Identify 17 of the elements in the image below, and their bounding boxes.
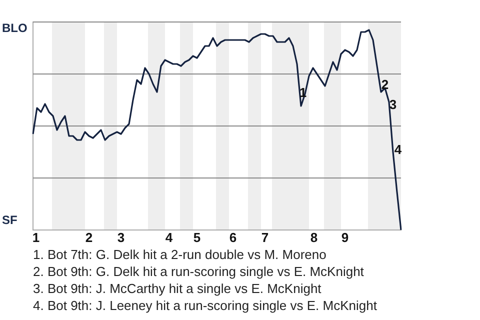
annotation: 3 [117,230,125,245]
annotation: 6 [229,230,237,245]
text: BLO [2,21,28,35]
annotation: 9 [341,230,349,245]
text: 3. Bot 9th: J. McCarthy hit a single vs E. McKnight [33,280,322,297]
annotation: 1 [32,230,40,245]
annotation: 5 [193,230,201,245]
text: 4. Bot 9th: J. Leeney hit a run-scoring single vs E. McKnight [33,297,377,314]
annotation: 7 [261,230,269,245]
annotation: 8 [310,230,318,245]
text: 1. Bot 7th: G. Delk hit a 2-run double vs M. Moreno [33,246,328,263]
annotation: 2 [85,230,93,245]
annotation: 2 [381,77,389,92]
annotation: 4 [394,142,402,157]
annotation: 4 [165,230,173,245]
text: 2. Bot 9th: G. Delk hit a run-scoring single vs E. McKnight [33,263,365,280]
text: SF [2,213,18,227]
